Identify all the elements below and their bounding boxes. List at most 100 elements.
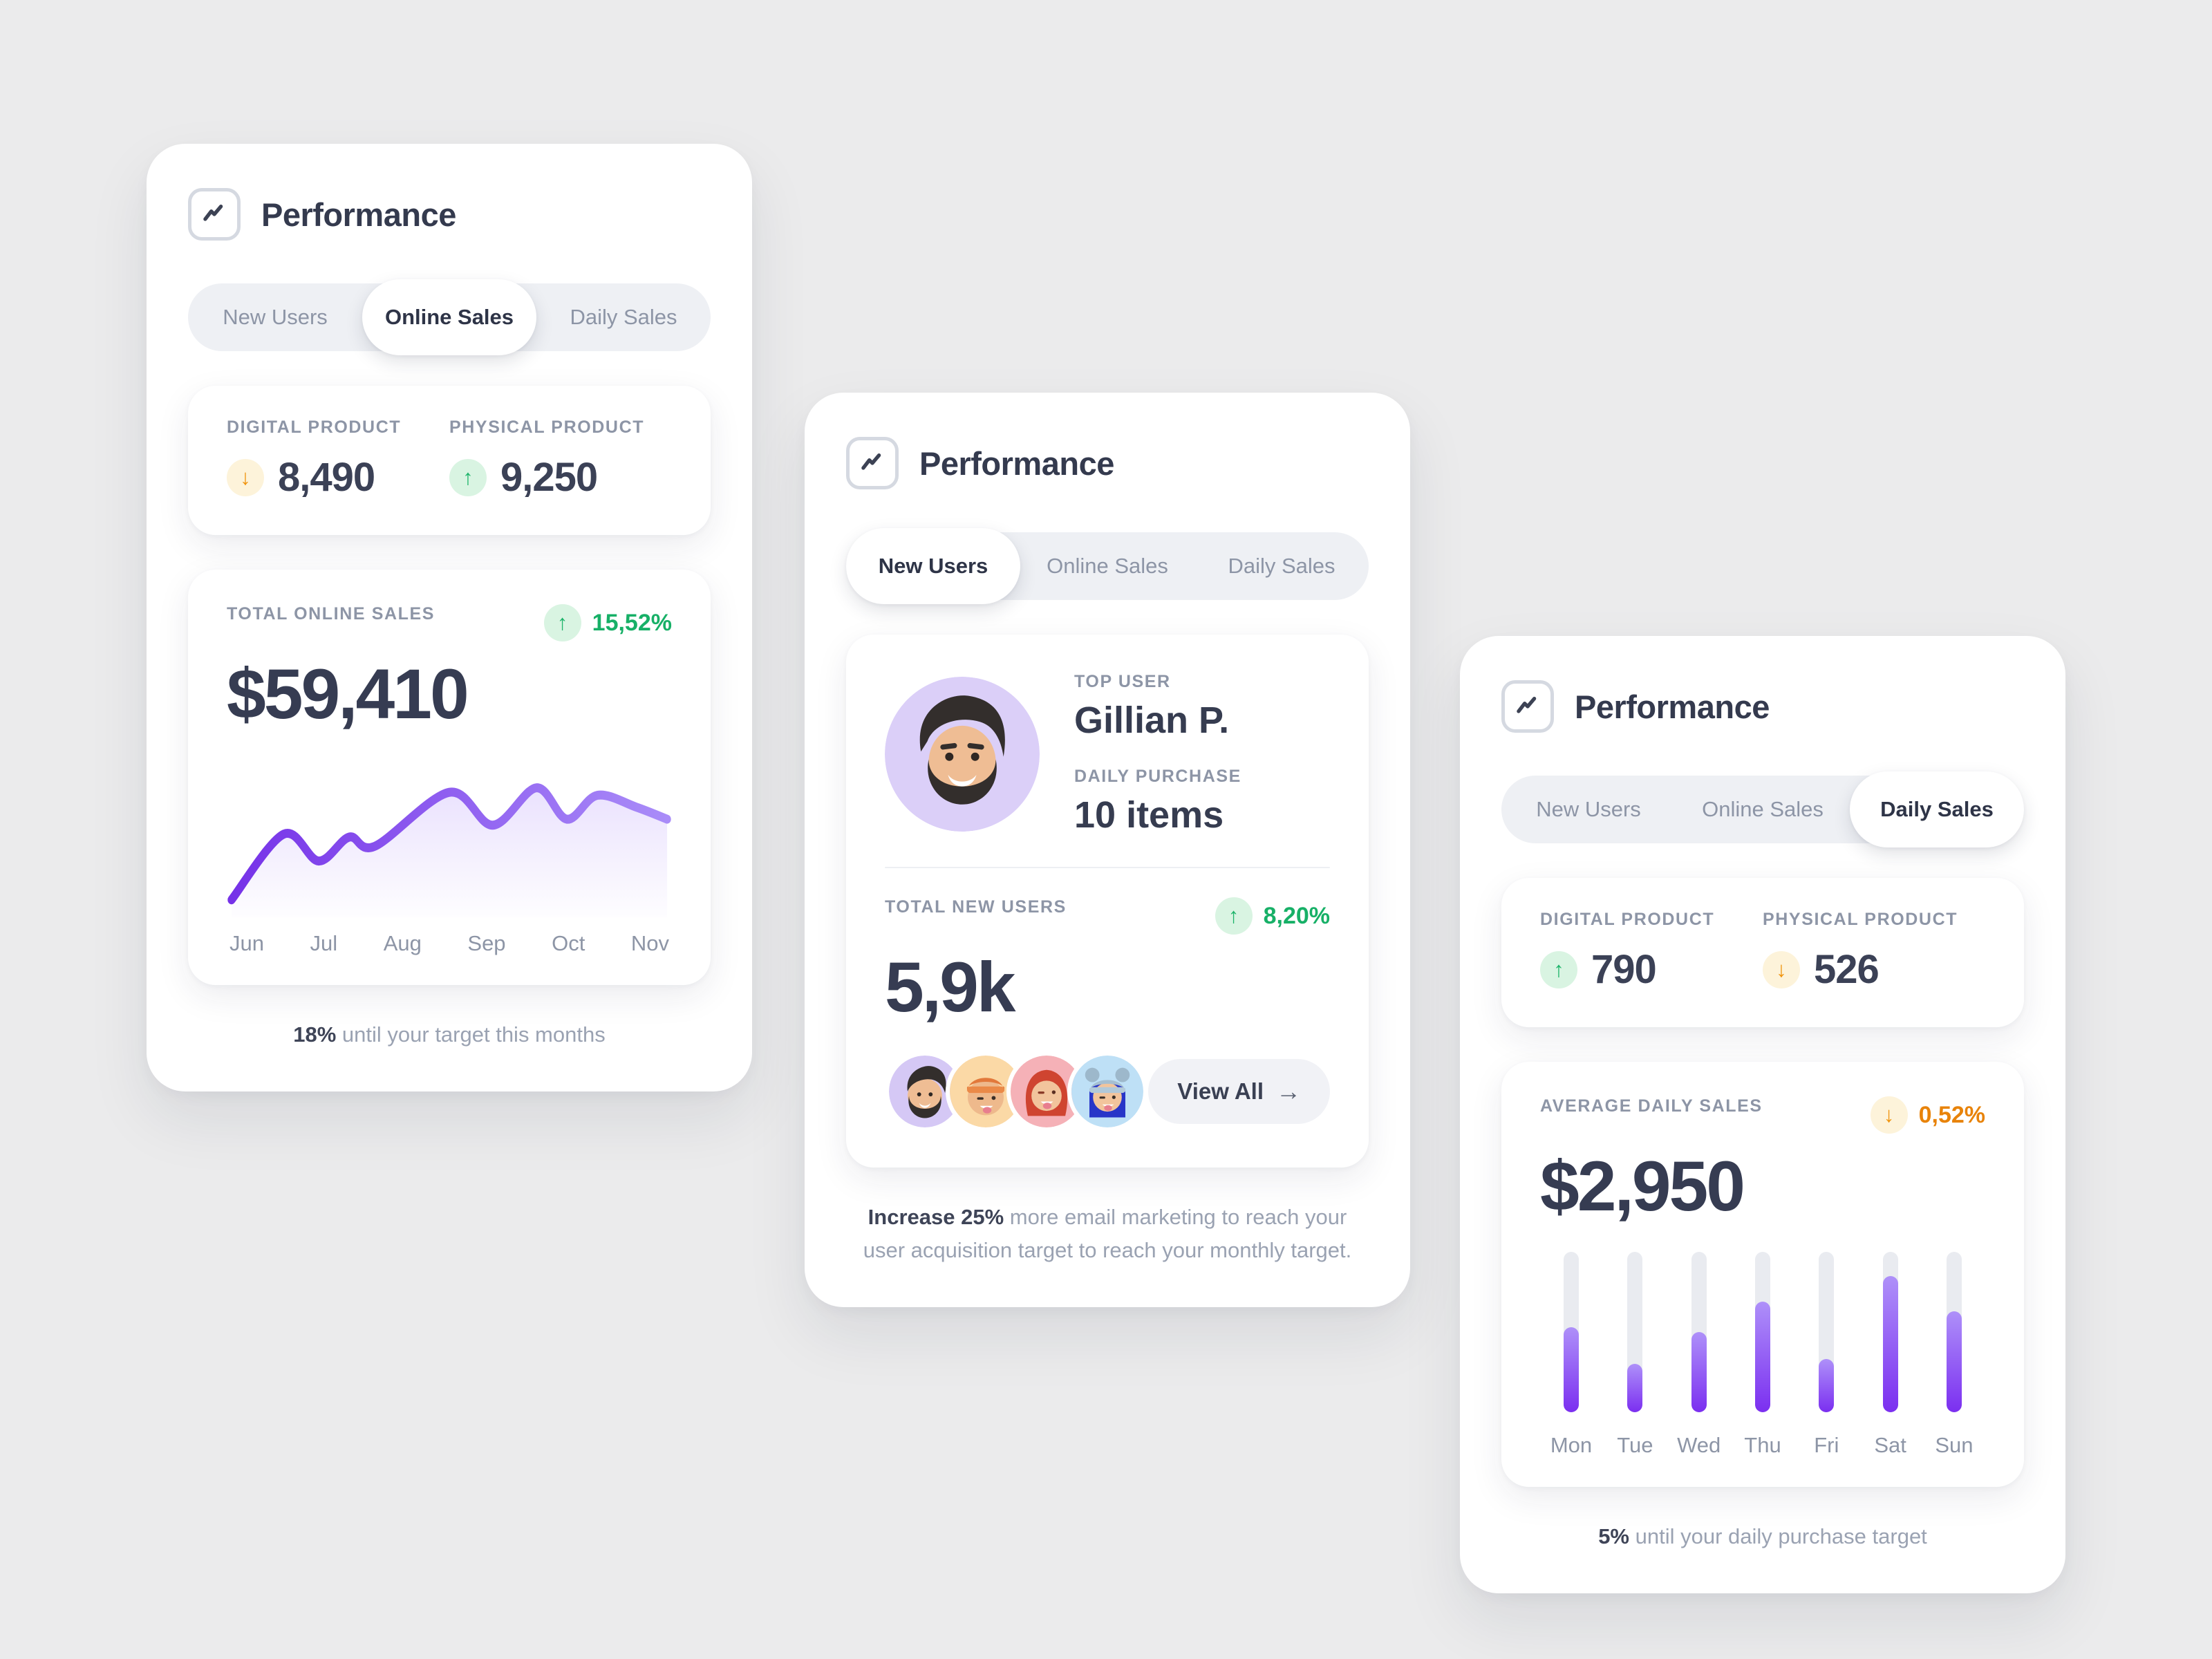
day-tick: Tue xyxy=(1617,1433,1653,1457)
bar-column: Sun xyxy=(1930,1252,1978,1458)
bar-fill xyxy=(1627,1364,1643,1412)
tab-bar: New Users Online Sales Daily Sales xyxy=(846,528,1369,604)
target-hint: 18% until your target this months xyxy=(188,1018,711,1051)
tab-new-users[interactable]: New Users xyxy=(1536,797,1641,821)
view-all-label: View All xyxy=(1177,1078,1264,1104)
trend-badge: ↑ 15,52% xyxy=(543,604,672,641)
stat-value: 8,490 xyxy=(278,455,375,500)
bar-track xyxy=(1882,1252,1898,1412)
bar-track xyxy=(1691,1252,1707,1412)
top-user-name: Gillian P. xyxy=(1074,700,1230,741)
tab-daily-sales[interactable]: Daily Sales xyxy=(1850,771,2024,847)
page-title: Performance xyxy=(1575,688,1770,725)
target-hint: 5% until your daily purchase target xyxy=(1501,1520,2024,1553)
arrow-right-icon: → xyxy=(1276,1077,1301,1105)
bar-track xyxy=(1754,1252,1770,1412)
sales-line-chart xyxy=(227,783,671,917)
marketing-hint: Increase 25% more email marketing to rea… xyxy=(855,1201,1360,1267)
bar-column: Mon xyxy=(1547,1252,1595,1458)
top-user-label: TOP USER xyxy=(1074,672,1171,691)
trend-badge: ↑ 8,20% xyxy=(1215,897,1330,935)
arrow-up-icon: ↑ xyxy=(449,458,487,496)
month-tick: Nov xyxy=(630,931,669,955)
total-new-users-amount: 5,9k xyxy=(885,948,1016,1027)
summary-label: TOTAL ONLINE SALES xyxy=(227,604,435,624)
arrow-up-icon: ↑ xyxy=(1540,950,1577,988)
performance-card-daily-sales: Performance New Users Online Sales Daily… xyxy=(1460,636,2065,1594)
card-header: Performance xyxy=(846,437,1369,489)
view-all-button[interactable]: View All → xyxy=(1148,1059,1330,1124)
daily-purchase-value: 10 items xyxy=(1074,794,1224,836)
month-tick: Jun xyxy=(229,931,264,955)
product-stats-panel: DIGITAL PRODUCT ↑ 790 PHYSICAL PRODUCT ↓… xyxy=(1501,878,2024,1027)
tab-bar: New Users Online Sales Daily Sales xyxy=(1501,771,2024,847)
month-tick: Sep xyxy=(467,931,506,955)
arrow-down-icon: ↓ xyxy=(1870,1096,1908,1134)
arrow-down-icon: ↓ xyxy=(1763,950,1800,988)
user-avatar-group xyxy=(885,1051,1147,1132)
marketing-highlight: Increase 25% xyxy=(868,1205,1004,1229)
target-text: until your target this months xyxy=(336,1022,606,1047)
trend-icon xyxy=(188,188,241,241)
day-tick: Thu xyxy=(1744,1433,1781,1457)
bar-column: Thu xyxy=(1738,1252,1787,1458)
bar-fill xyxy=(1882,1275,1898,1412)
day-tick: Mon xyxy=(1550,1433,1593,1457)
bar-fill xyxy=(1691,1332,1707,1412)
tab-online-sales[interactable]: Online Sales xyxy=(362,279,536,355)
month-tick: Oct xyxy=(552,931,585,955)
total-online-sales-panel: TOTAL ONLINE SALES ↑ 15,52% $59,410 xyxy=(188,570,711,985)
daily-sales-bar-chart: Mon Tue Wed Thu Fri Sat xyxy=(1540,1252,1985,1458)
month-axis: Jun Jul Aug Sep Oct Nov xyxy=(227,931,672,956)
tab-new-users[interactable]: New Users xyxy=(223,305,328,329)
bar-track xyxy=(1946,1252,1962,1412)
arrow-down-icon: ↓ xyxy=(227,458,264,496)
bar-fill xyxy=(1564,1327,1579,1412)
trend-percent: 8,20% xyxy=(1263,902,1330,929)
marketing-text: more email marketing to reach your user … xyxy=(863,1205,1352,1263)
digital-product-stat: DIGITAL PRODUCT ↓ 8,490 xyxy=(227,418,449,500)
bar-column: Fri xyxy=(1802,1252,1850,1458)
trend-icon xyxy=(1501,680,1554,733)
avatar xyxy=(1006,1051,1087,1132)
day-tick: Fri xyxy=(1814,1433,1839,1457)
tab-daily-sales[interactable]: Daily Sales xyxy=(570,305,677,329)
tab-online-sales[interactable]: Online Sales xyxy=(1047,554,1168,578)
day-tick: Sun xyxy=(1935,1433,1974,1457)
divider xyxy=(885,867,1330,868)
trend-badge: ↓ 0,52% xyxy=(1870,1096,1985,1134)
tab-online-sales[interactable]: Online Sales xyxy=(1702,797,1824,821)
trend-icon xyxy=(846,437,899,489)
total-sales-amount: $59,410 xyxy=(227,655,469,733)
chart-area-fill xyxy=(231,787,668,917)
stat-label: PHYSICAL PRODUCT xyxy=(449,418,645,437)
arrow-up-icon: ↑ xyxy=(543,604,581,641)
average-daily-sales-panel: AVERAGE DAILY SALES ↓ 0,52% $2,950 Mon T… xyxy=(1501,1062,2024,1487)
card-header: Performance xyxy=(1501,680,2024,733)
daily-purchase-label: DAILY PURCHASE xyxy=(1074,767,1241,786)
stat-label: DIGITAL PRODUCT xyxy=(1540,910,1715,929)
tab-daily-sales[interactable]: Daily Sales xyxy=(1228,554,1335,578)
arrow-up-icon: ↑ xyxy=(1215,897,1253,935)
bar-column: Sat xyxy=(1866,1252,1915,1458)
month-tick: Aug xyxy=(383,931,422,955)
avatar xyxy=(885,677,1040,832)
tab-new-users[interactable]: New Users xyxy=(846,528,1020,604)
average-daily-sales-amount: $2,950 xyxy=(1540,1147,1745,1226)
stat-label: DIGITAL PRODUCT xyxy=(227,418,402,437)
avatar xyxy=(1067,1051,1147,1132)
trend-percent: 0,52% xyxy=(1918,1101,1985,1128)
bar-track xyxy=(1819,1252,1835,1412)
stat-label: PHYSICAL PRODUCT xyxy=(1763,910,1958,929)
page-title: Performance xyxy=(261,196,456,233)
card-header: Performance xyxy=(188,188,711,241)
bar-column: Wed xyxy=(1675,1252,1723,1458)
page-title: Performance xyxy=(919,444,1114,482)
physical-product-stat: PHYSICAL PRODUCT ↓ 526 xyxy=(1763,910,1985,993)
stat-value: 526 xyxy=(1814,947,1880,992)
day-tick: Sat xyxy=(1874,1433,1906,1457)
bar-track xyxy=(1564,1252,1579,1412)
stat-value: 9,250 xyxy=(500,455,598,500)
target-text: until your daily purchase target xyxy=(1629,1524,1927,1548)
